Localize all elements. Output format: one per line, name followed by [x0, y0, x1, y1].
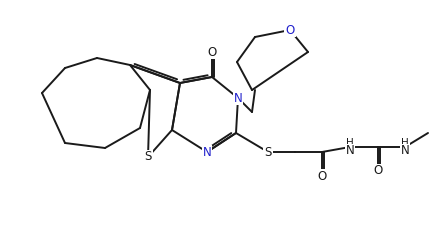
- Text: N: N: [400, 145, 409, 158]
- Text: S: S: [144, 150, 152, 164]
- Text: S: S: [264, 146, 272, 159]
- Text: O: O: [285, 23, 295, 36]
- Text: H: H: [401, 138, 409, 148]
- Text: O: O: [207, 46, 217, 59]
- Text: N: N: [234, 91, 243, 105]
- Text: H: H: [346, 138, 354, 148]
- Text: N: N: [202, 146, 211, 159]
- Text: N: N: [346, 145, 354, 158]
- Text: O: O: [373, 164, 383, 178]
- Text: O: O: [317, 169, 327, 182]
